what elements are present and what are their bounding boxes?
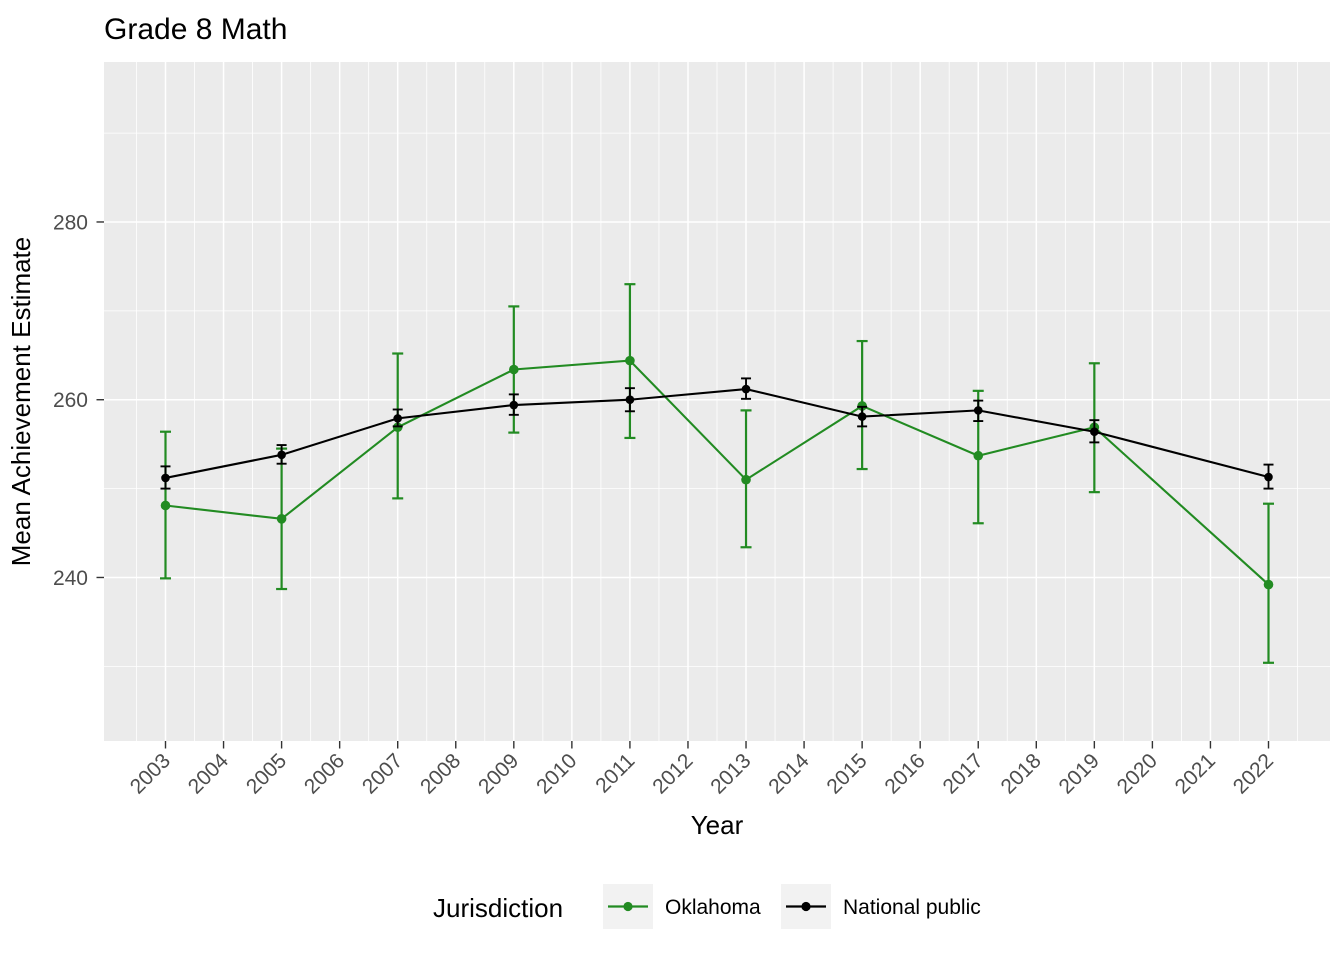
legend-item-oklahoma: Oklahoma	[603, 884, 761, 929]
data-point	[973, 450, 984, 461]
x-tick-label: 2022	[1229, 749, 1278, 798]
x-tick-label: 2013	[706, 749, 755, 798]
data-point	[509, 364, 519, 375]
legend-title: Jurisdiction	[433, 893, 563, 923]
x-tick-label: 2009	[474, 749, 523, 798]
x-tick-label: 2007	[358, 749, 407, 798]
data-point	[393, 414, 403, 423]
data-point	[160, 500, 171, 511]
x-tick-label: 2020	[1113, 749, 1162, 798]
x-tick-label: 2012	[648, 749, 697, 798]
data-point	[1090, 427, 1099, 437]
legend-item-national-public: National public	[781, 884, 981, 929]
x-tick-label: 2008	[416, 749, 465, 798]
data-point	[741, 384, 751, 394]
data-point	[857, 412, 867, 421]
data-point	[625, 395, 635, 405]
chart-title: Grade 8 Math	[104, 13, 287, 46]
x-tick-label: 2016	[880, 749, 929, 798]
x-tick-label: 2014	[764, 749, 814, 799]
x-tick-label: 2004	[184, 749, 234, 799]
legend-key-point	[801, 901, 811, 912]
data-point	[161, 473, 170, 483]
data-point	[1264, 472, 1273, 482]
x-tick-label: 2003	[126, 749, 175, 798]
data-point	[1263, 579, 1274, 590]
x-tick-label: 2019	[1055, 749, 1104, 798]
data-point	[277, 450, 286, 460]
legend-key-point	[623, 901, 633, 912]
data-point	[973, 406, 983, 415]
data-point	[741, 474, 751, 485]
x-tick-label: 2005	[242, 749, 291, 798]
legend-label: National public	[843, 896, 981, 919]
y-tick-label: 260	[53, 389, 88, 412]
x-tick-label: 2015	[822, 749, 871, 798]
y-tick-label: 240	[53, 567, 88, 590]
series-line	[165, 387, 1269, 479]
x-tick-label: 2011	[591, 749, 639, 797]
x-axis-title: Year	[691, 810, 744, 840]
data-point	[625, 355, 635, 366]
y-axis-title: Mean Achievement Estimate	[6, 237, 36, 567]
data-point	[509, 400, 519, 410]
y-tick-label: 280	[53, 211, 88, 234]
x-tick-label: 2006	[300, 749, 349, 798]
x-tick-label: 2010	[532, 749, 581, 798]
legend: Jurisdiction Oklahoma National public	[433, 884, 981, 929]
data-point	[276, 514, 287, 524]
x-tick-label: 2021	[1171, 749, 1220, 798]
series-line	[165, 359, 1270, 586]
legend-label: Oklahoma	[665, 896, 761, 919]
x-tick-label: 2017	[938, 749, 987, 798]
x-tick-label: 2018	[997, 749, 1046, 798]
